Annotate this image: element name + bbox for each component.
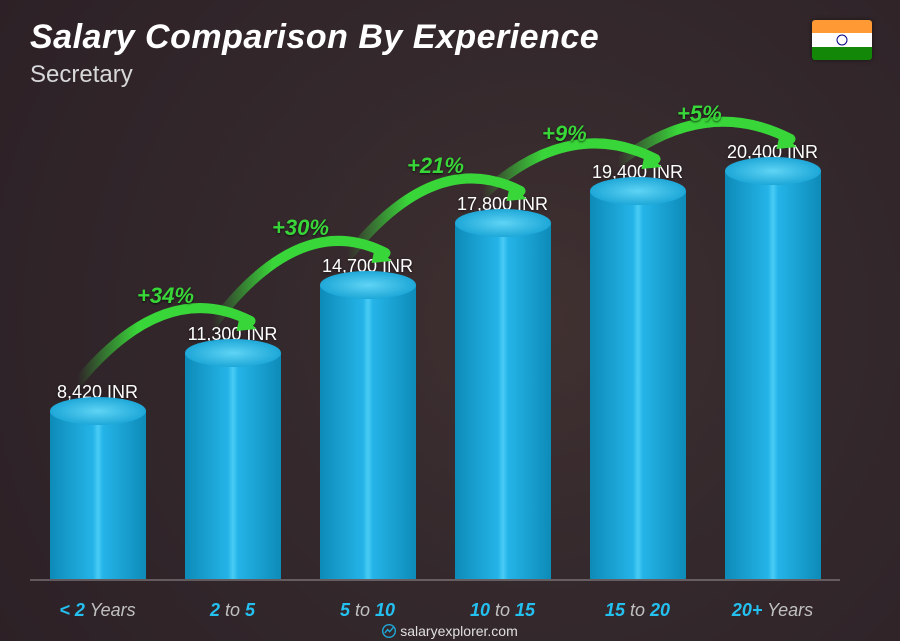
bar-top [185, 339, 281, 367]
x-axis-labels: < 2 Years 2 to 5 5 to 10 10 to 15 15 to 20 20… [30, 600, 840, 621]
bar-group: 11,300 INR [173, 324, 293, 579]
bar-top [725, 157, 821, 185]
x-axis-label: 2 to 5 [173, 600, 293, 621]
footer-text: salaryexplorer.com [400, 623, 518, 639]
x-axis-label: 15 to 20 [578, 600, 698, 621]
bar-top [455, 209, 551, 237]
bar-top [590, 177, 686, 205]
bar [185, 353, 281, 579]
header: Salary Comparison By Experience Secretar… [30, 18, 599, 89]
flag-stripe [812, 33, 872, 46]
bar [725, 171, 821, 579]
x-axis-label: 5 to 10 [308, 600, 428, 621]
salaryexplorer-logo-icon [382, 624, 396, 638]
bar [50, 411, 146, 579]
flag-stripe [812, 20, 872, 33]
ashoka-chakra-icon [837, 34, 848, 45]
bar-top [320, 271, 416, 299]
bar-group: 19,400 INR [578, 162, 698, 579]
flag-stripe [812, 47, 872, 60]
bar [455, 223, 551, 579]
x-axis-label: 20+ Years [713, 600, 833, 621]
bar [320, 285, 416, 579]
chart-subtitle: Secretary [30, 61, 599, 89]
bar-group: 8,420 INR [38, 382, 158, 579]
bar-chart: 8,420 INR11,300 INR14,700 INR17,800 INR1… [30, 121, 840, 581]
bar-group: 14,700 INR [308, 256, 428, 579]
bar [590, 191, 686, 579]
x-axis-label: < 2 Years [38, 600, 158, 621]
x-axis-label: 10 to 15 [443, 600, 563, 621]
footer: salaryexplorer.com [0, 623, 900, 639]
chart-title: Salary Comparison By Experience [30, 18, 599, 57]
bar-top [50, 397, 146, 425]
country-flag-india [812, 20, 872, 60]
bar-group: 17,800 INR [443, 194, 563, 579]
bar-group: 20,400 INR [713, 142, 833, 579]
